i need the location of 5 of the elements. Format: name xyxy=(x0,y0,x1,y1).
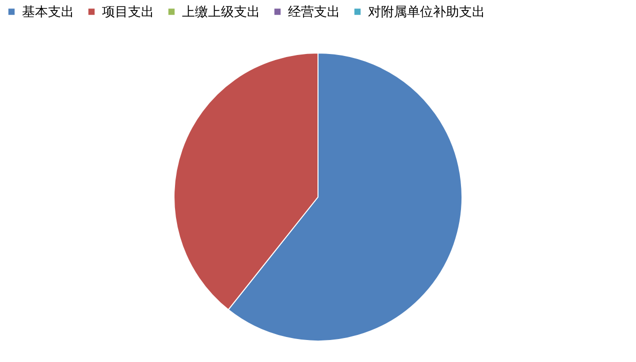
legend-label: 上缴上级支出 xyxy=(182,4,260,20)
legend-label: 基本支出 xyxy=(22,4,74,20)
legend-label: 对附属单位补助支出 xyxy=(368,4,485,20)
legend-label: 经营支出 xyxy=(288,4,340,20)
legend-label: 项目支出 xyxy=(102,4,154,20)
